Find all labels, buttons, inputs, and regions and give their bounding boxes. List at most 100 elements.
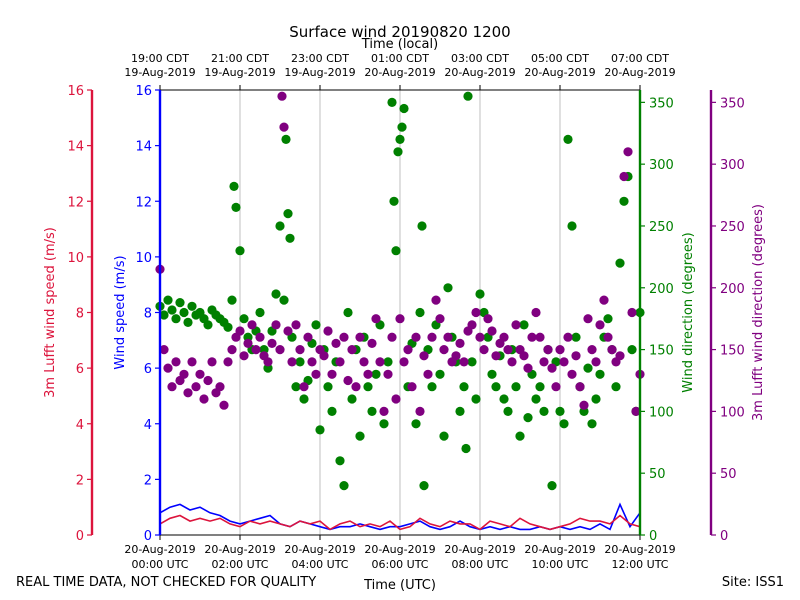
lufft-direction-axis-tick-label: 100 <box>720 405 745 420</box>
top-tick-label: 21:00 CDT <box>211 52 269 65</box>
x-tick-label: 04:00 UTC <box>291 558 348 571</box>
series-point <box>281 134 291 144</box>
series-point <box>383 357 393 367</box>
x-tick-label: 10:00 UTC <box>531 558 588 571</box>
series-point <box>523 363 533 373</box>
series-point <box>559 419 569 429</box>
series-point <box>547 481 557 491</box>
series-point <box>487 326 497 336</box>
series-point <box>275 345 285 355</box>
top-tick-label: 19-Aug-2019 <box>204 66 275 79</box>
series-point <box>355 332 365 342</box>
quality-note: REAL TIME DATA, NOT CHECKED FOR QUALITY <box>16 575 317 590</box>
series-point <box>275 221 285 231</box>
series-point <box>271 320 281 330</box>
series-point <box>279 122 289 132</box>
series-point <box>503 345 513 355</box>
wind-direction-axis-tick-label: 350 <box>649 96 674 111</box>
series-point <box>591 357 601 367</box>
series-point <box>243 338 253 348</box>
series-point <box>515 431 525 441</box>
series-point <box>379 406 389 416</box>
series-point <box>227 295 237 305</box>
series-point <box>287 357 297 367</box>
series-point <box>335 357 345 367</box>
x-tick-label: 20-Aug-2019 <box>124 543 195 556</box>
series-point <box>543 345 553 355</box>
series-point <box>619 171 629 182</box>
series-point <box>431 295 441 305</box>
series-point <box>591 394 601 404</box>
top-tick-label: 01:00 CDT <box>371 52 429 65</box>
series-point <box>419 351 429 361</box>
lufft-speed-axis-tick-label: 14 <box>67 140 84 155</box>
series-point <box>283 209 293 219</box>
series-point <box>179 369 189 379</box>
series-point <box>619 196 629 206</box>
series-point <box>235 246 245 256</box>
series-point <box>475 332 485 342</box>
series-point <box>383 369 393 379</box>
series-point <box>491 382 501 392</box>
series-point <box>363 369 373 379</box>
series-point <box>551 382 561 392</box>
series-point <box>235 326 245 336</box>
x-tick-label: 08:00 UTC <box>451 558 508 571</box>
series-point <box>163 363 173 373</box>
series-point <box>595 369 605 379</box>
series-point <box>277 91 287 101</box>
series-point <box>603 332 613 342</box>
series-point <box>463 91 473 101</box>
series-point <box>183 388 193 398</box>
series-point <box>471 307 481 318</box>
series-point <box>423 369 433 379</box>
x-tick-label: 20-Aug-2019 <box>284 543 355 556</box>
series-point <box>247 320 257 330</box>
series-point <box>343 375 353 386</box>
series-point <box>615 351 625 361</box>
series-point <box>283 326 293 336</box>
series-point <box>387 97 397 107</box>
top-tick-label: 20-Aug-2019 <box>524 66 595 79</box>
series-point <box>315 425 325 435</box>
series-point <box>439 345 449 355</box>
lufft-direction-axis-tick-label: 50 <box>720 467 737 482</box>
series-point <box>587 345 597 355</box>
series-point <box>507 357 517 367</box>
series-point <box>443 283 453 293</box>
series-point <box>527 332 537 342</box>
series-point <box>479 345 489 355</box>
series-point <box>471 394 481 404</box>
wind-direction-axis-tick-label: 0 <box>649 529 657 544</box>
series-point <box>203 320 213 330</box>
series-point <box>199 394 209 404</box>
series-point <box>455 406 465 416</box>
series-point <box>303 332 313 342</box>
series-point <box>311 320 321 330</box>
series-point <box>219 400 229 410</box>
grid-lines <box>239 90 561 535</box>
series-point <box>499 332 509 342</box>
series-point <box>539 357 549 367</box>
series-point <box>615 258 625 268</box>
series-point <box>187 301 197 311</box>
series-point <box>175 298 185 308</box>
series-point <box>511 382 521 392</box>
series-point <box>491 351 501 361</box>
series-point <box>427 332 437 342</box>
series-point <box>399 357 409 367</box>
series-point <box>467 320 477 330</box>
lufft-speed-axis-tick-label: 0 <box>76 529 84 544</box>
series-point <box>595 320 605 330</box>
series-point <box>191 382 201 392</box>
series-point <box>417 221 427 231</box>
x-tick-label: 06:00 UTC <box>371 558 428 571</box>
x-tick-label: 02:00 UTC <box>211 558 268 571</box>
lufft-speed-axis-tick-label: 8 <box>76 307 84 322</box>
wind-speed-axis-tick-label: 2 <box>144 473 152 488</box>
lufft-speed-axis-label: 3m Lufft wind speed (m/s) <box>43 227 58 398</box>
series-point <box>371 369 381 379</box>
series-point <box>571 351 581 361</box>
series-point <box>227 345 237 355</box>
wind-speed-axis-label: Wind speed (m/s) <box>113 255 128 369</box>
